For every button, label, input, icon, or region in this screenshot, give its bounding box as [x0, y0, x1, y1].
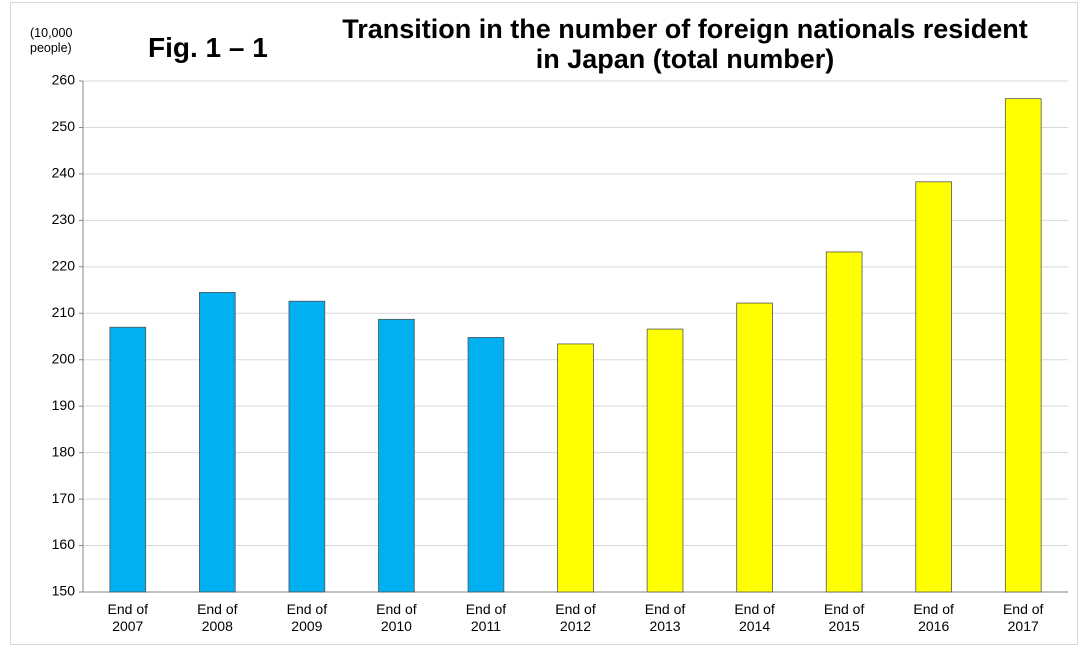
y-tick-label: 220 [52, 258, 76, 274]
y-tick-label: 200 [52, 350, 76, 366]
y-tick-label: 250 [52, 118, 76, 134]
bar [109, 326, 147, 593]
x-tick-label: End of 2017 [1002, 601, 1044, 634]
chart-title: Transition in the number of foreign nati… [342, 14, 1028, 74]
x-tick-label: End of 2012 [555, 601, 596, 634]
y-tick-label: 260 [52, 72, 76, 88]
bar [467, 337, 505, 593]
y-axis-label: (10,000 people) [30, 26, 73, 55]
bar [646, 328, 684, 593]
x-tick-label: End of 2013 [644, 601, 686, 634]
bar [736, 302, 773, 593]
y-tick-label: 160 [52, 536, 76, 552]
y-tick-label: 190 [52, 397, 76, 413]
bar [557, 343, 594, 593]
x-tick-label: End of 2011 [465, 601, 507, 634]
x-tick-label: End of 2009 [286, 601, 328, 634]
x-tick-label: End of 2014 [734, 601, 775, 634]
bar [915, 181, 952, 593]
y-tick-label: 240 [52, 165, 76, 181]
y-tick-label: 210 [52, 304, 76, 320]
bar [1004, 98, 1042, 593]
x-tick-label: End of 2007 [107, 601, 148, 634]
chart-frame [10, 2, 1078, 645]
bar [378, 318, 415, 593]
x-tick-label: End of 2008 [197, 601, 238, 634]
bar [825, 251, 863, 593]
bar [288, 300, 326, 593]
figure-label: Fig. 1 – 1 [148, 32, 268, 63]
y-tick-label: 150 [52, 583, 76, 599]
y-tick-label: 170 [52, 490, 76, 506]
x-tick-label: End of 2016 [913, 601, 954, 634]
y-tick-label: 230 [52, 211, 76, 227]
x-tick-label: End of 2015 [823, 601, 865, 634]
x-tick-label: End of 2010 [376, 601, 417, 634]
bar [199, 291, 236, 593]
y-tick-label: 180 [52, 443, 76, 459]
